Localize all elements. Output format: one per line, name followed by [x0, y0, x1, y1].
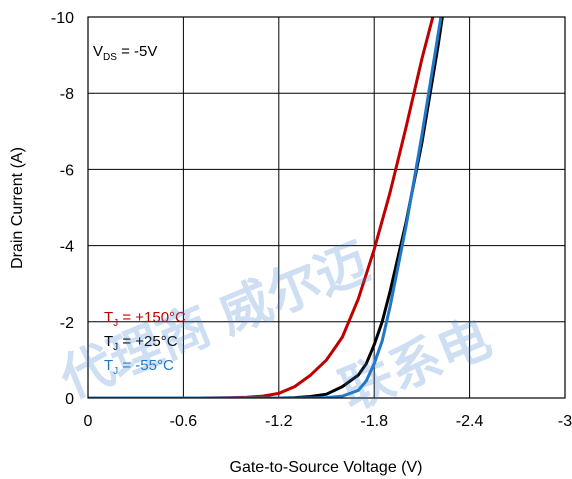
y-axis-title: Drain Current (A)	[9, 147, 26, 269]
x-tick-label: -1.2	[265, 413, 293, 430]
x-tick-labels: 0 -0.6 -1.2 -1.8 -2.4 -3	[84, 413, 572, 430]
y-tick-label: -4	[60, 239, 74, 256]
y-tick-label: -8	[60, 86, 74, 103]
y-tick-label: -10	[51, 10, 74, 27]
plot-background	[88, 17, 565, 398]
vds-annotation: VDS = -5V	[93, 43, 157, 63]
x-tick-label: -2.4	[456, 413, 484, 430]
legend-label-2: TJ = -55°C	[104, 357, 174, 377]
y-tick-labels: 0 -2 -4 -6 -8 -10	[51, 10, 74, 408]
plot-frame	[87, 16, 566, 399]
x-tick-label: -1.8	[360, 413, 388, 430]
x-tick-label: -3	[558, 413, 572, 430]
x-tick-label: 0	[84, 413, 93, 430]
y-tick-label: -6	[60, 162, 74, 179]
legend: TJ = +150°C TJ = +25°C TJ = -55°C	[104, 309, 186, 377]
grid	[87, 16, 566, 399]
x-axis-title: Gate-to-Source Voltage (V)	[230, 459, 423, 476]
y-tick-label: -2	[60, 315, 74, 332]
legend-label-1: TJ = +25°C	[104, 333, 178, 353]
legend-label-0: TJ = +150°C	[104, 309, 186, 329]
x-tick-label: -0.6	[170, 413, 198, 430]
y-tick-label: 0	[65, 391, 74, 408]
